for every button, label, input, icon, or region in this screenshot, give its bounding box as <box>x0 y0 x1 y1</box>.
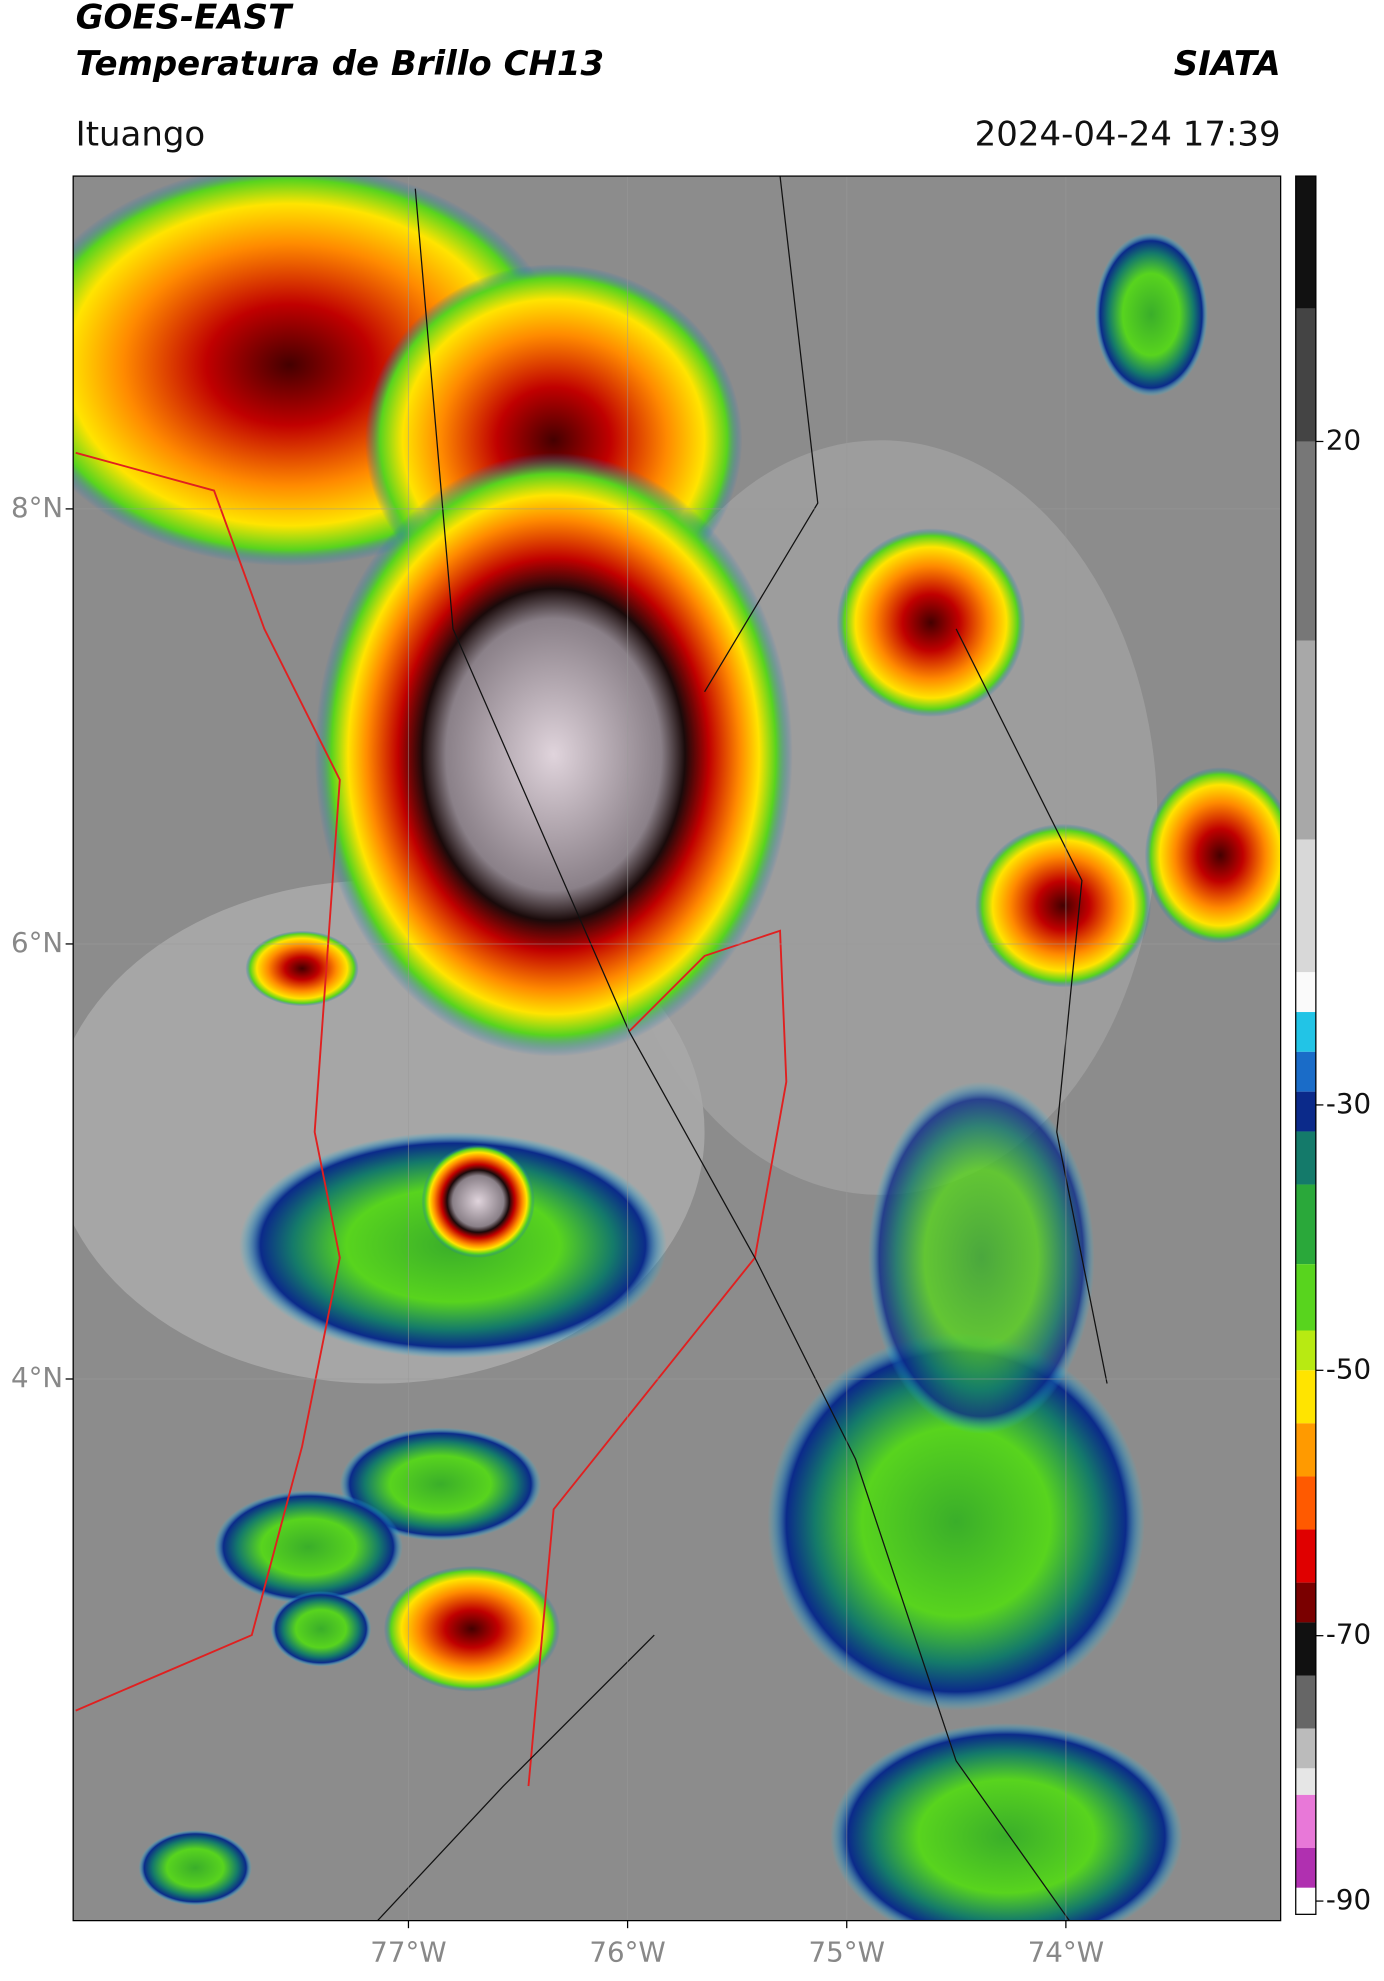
color-step <box>1295 1728 1316 1769</box>
color-step <box>1295 1370 1316 1424</box>
x-tick-label: 74°W <box>1028 1935 1104 1968</box>
cloud <box>138 1830 252 1906</box>
color-step <box>1295 1582 1316 1623</box>
subtitle: Temperatura de Brillo CH13 <box>76 44 604 84</box>
x-tick-label: 76°W <box>589 1935 665 1968</box>
region-border <box>527 929 788 1787</box>
cloud <box>1094 232 1208 397</box>
cloud <box>421 1144 535 1258</box>
color-step <box>1295 1330 1316 1371</box>
color-step <box>1295 1476 1316 1530</box>
location: Ituango <box>76 114 206 154</box>
color-step <box>1295 1184 1316 1265</box>
x-tick-label: 75°W <box>809 1935 885 1968</box>
color-step <box>1295 1131 1316 1185</box>
color-step <box>1295 1768 1316 1795</box>
colorbar-tick-label: -90 <box>1326 1883 1371 1916</box>
color-step <box>1295 1423 1316 1477</box>
title: GOES-EAST <box>76 0 294 37</box>
cloud <box>830 1723 1183 1921</box>
y-tick-label: 6°N <box>11 926 63 959</box>
colorbar: 20 -30 -50 -70 -90 <box>1295 175 1371 1916</box>
y-tick-label: 4°N <box>11 1361 63 1394</box>
grid <box>73 176 1281 1921</box>
color-step <box>1295 1264 1316 1331</box>
color-step <box>1295 839 1316 973</box>
color-step <box>1295 1794 1316 1848</box>
color-step <box>1295 176 1316 309</box>
x-tick-label: 77°W <box>370 1935 446 1968</box>
colorbar-tick-label: 20 <box>1326 423 1361 456</box>
datetime: 2024-04-24 17:39 <box>975 114 1281 154</box>
color-step <box>1295 308 1316 442</box>
color-step <box>1295 1887 1316 1915</box>
cloud <box>339 1427 542 1541</box>
map-frame <box>72 175 1282 1922</box>
color-step <box>1295 972 1316 1013</box>
cloud <box>868 1081 1095 1434</box>
color-step <box>1295 1847 1316 1888</box>
admin-borders <box>377 176 1108 1921</box>
cloud <box>1144 767 1281 944</box>
cloud <box>975 823 1152 988</box>
color-step <box>1295 1675 1316 1729</box>
color-step <box>1295 1529 1316 1583</box>
colorbar-tick-label: -70 <box>1326 1618 1371 1651</box>
cloud <box>214 1490 403 1604</box>
color-step <box>1295 1091 1316 1132</box>
color-step <box>1295 640 1316 840</box>
colorbar-frame <box>1295 175 1317 1915</box>
cloud <box>270 1591 372 1667</box>
colorbar-tick-label: -30 <box>1326 1087 1371 1120</box>
color-step <box>1295 1051 1316 1092</box>
cloud <box>245 930 359 1007</box>
source: SIATA <box>1174 44 1281 84</box>
color-step <box>1295 1012 1316 1052</box>
cloud <box>767 1333 1145 1711</box>
cloud <box>836 528 1026 717</box>
cloud <box>383 1565 560 1692</box>
cloud <box>314 452 793 1057</box>
coastline <box>75 451 341 1712</box>
color-step <box>1295 1622 1316 1676</box>
color-step <box>1295 441 1316 641</box>
map-imagery <box>73 176 1281 1921</box>
colorbar-tick-label: -50 <box>1326 1352 1371 1385</box>
y-tick-label: 8°N <box>11 491 63 524</box>
